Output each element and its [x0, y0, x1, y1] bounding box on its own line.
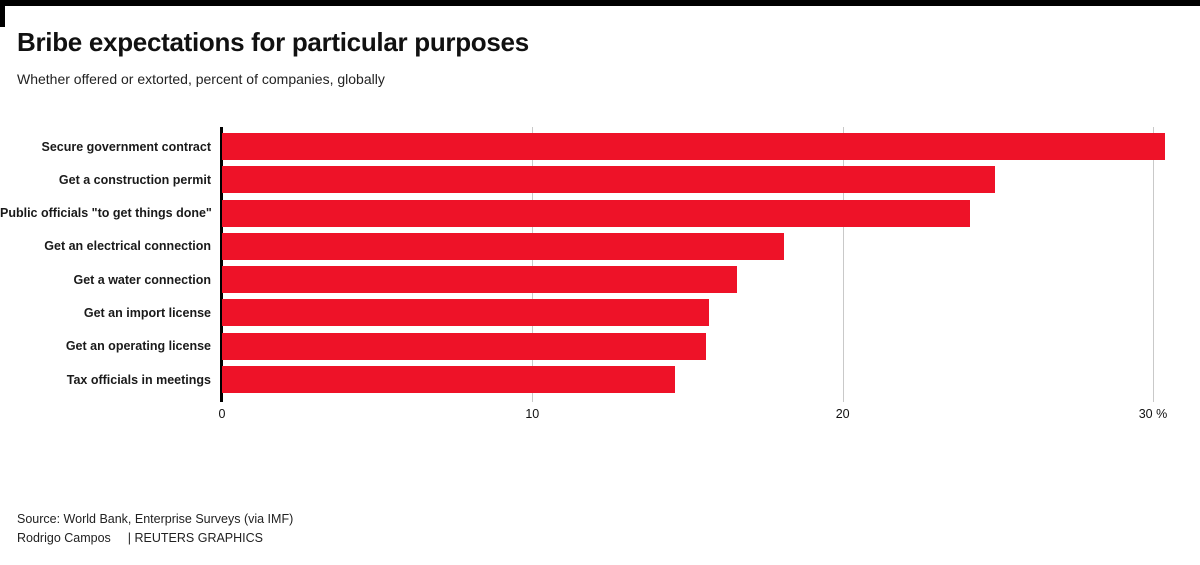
bar-track — [222, 166, 1184, 194]
window-frame-top — [0, 0, 1200, 6]
bar — [222, 232, 784, 260]
bar — [222, 366, 676, 394]
bar-row: Secure government contract — [0, 133, 1200, 160]
bar-track — [222, 232, 1184, 260]
bar-label: Get an import license — [83, 305, 211, 320]
bar — [222, 199, 970, 227]
bar-row: Tax officials in meetings — [0, 366, 1200, 394]
bar-label: Get an electrical connection — [44, 239, 211, 254]
chart-subtitle: Whether offered or extorted, percent of … — [17, 70, 385, 87]
bar-row: Get an operating license — [0, 332, 1200, 360]
page-title: Bribe expectations for particular purpos… — [17, 27, 529, 57]
grid-layer — [220, 127, 1184, 402]
bar-rows: Secure government contract Get a construc… — [0, 133, 1200, 399]
bar — [222, 266, 738, 294]
bar-track — [222, 199, 1184, 227]
gridline — [1152, 127, 1154, 402]
bar-chart: Secure government contract Get a construc… — [0, 127, 1200, 437]
x-tick-label: 30 % — [1138, 407, 1168, 421]
bar-label: Get a construction permit — [58, 172, 211, 187]
bar — [222, 332, 707, 360]
bar-label: Tax officials in meetings — [66, 372, 211, 387]
chart-header: Bribe expectations for particular purpos… — [17, 28, 529, 87]
bar-label: Secure government contract — [41, 139, 212, 154]
bar-label: Get a water connection — [73, 272, 211, 287]
bar — [222, 166, 995, 194]
bar-label: Public officials "to get things done" — [0, 206, 212, 221]
author-name: Rodrigo Campos — [17, 531, 111, 545]
bar-track — [222, 133, 1184, 160]
bar-row: Get a construction permit — [0, 166, 1200, 194]
bar-row: Get an electrical connection — [0, 232, 1200, 260]
source-note: Source: World Bank, Enterprise Surveys (… — [17, 512, 294, 526]
bar-track — [222, 299, 1184, 327]
x-tick-label: 20 — [835, 407, 850, 421]
gridline — [842, 127, 844, 402]
x-tick-label: 10 — [525, 407, 540, 421]
bar-row: Get a water connection — [0, 266, 1200, 294]
bar-row: Get an import license — [0, 299, 1200, 327]
attribution: Rodrigo Campos | REUTERS GRAPHICS — [17, 531, 263, 545]
bar-row: Public officials "to get things done" — [0, 199, 1200, 227]
bar — [222, 299, 710, 327]
brand-label: | REUTERS GRAPHICS — [127, 531, 264, 545]
bar — [222, 133, 1166, 160]
bar-label: Get an operating license — [65, 339, 211, 354]
gridline — [532, 127, 534, 402]
window-frame-corner — [0, 0, 5, 27]
bar-track — [222, 266, 1184, 294]
y-axis-line — [220, 127, 223, 402]
x-axis-labels: 0 10 20 30 % — [218, 407, 1184, 425]
x-tick-label: 0 — [218, 407, 226, 421]
bar-track — [222, 332, 1184, 360]
bar-track — [222, 366, 1184, 394]
